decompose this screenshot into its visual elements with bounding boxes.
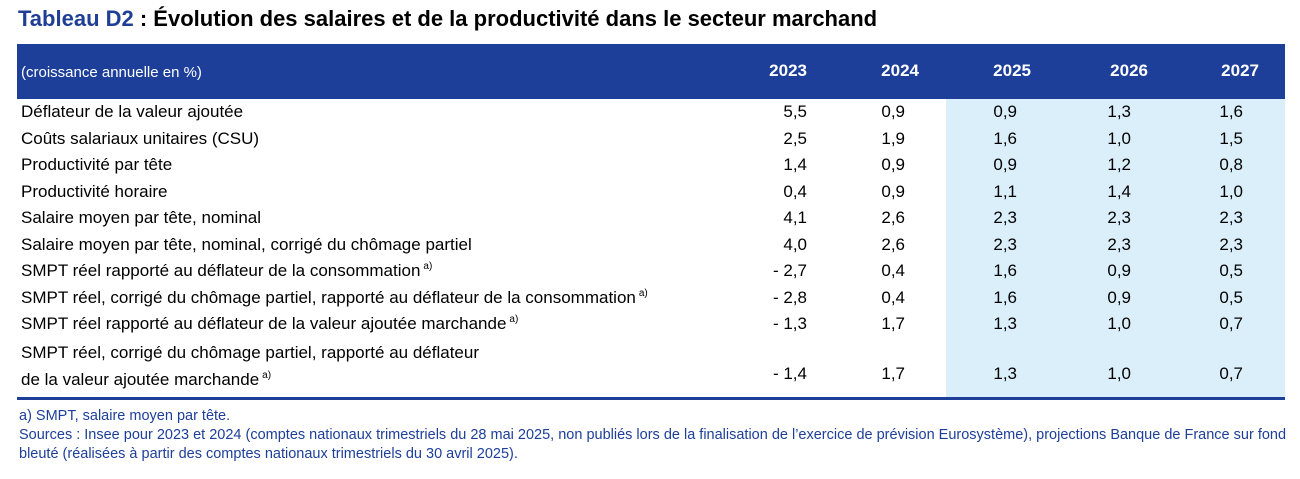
cell-2024: 1,9 bbox=[881, 128, 905, 148]
sources-text: Sources : Insee pour 2023 et 2024 (compt… bbox=[19, 427, 1287, 462]
year-header-2024: 2024 bbox=[881, 61, 919, 80]
cell-2024: 1,7 bbox=[881, 363, 905, 383]
row-label: Productivité horaire bbox=[21, 181, 168, 201]
table-notes: a) SMPT, salaire moyen par tête. Sources… bbox=[19, 407, 1289, 464]
table-header: (croissance annuelle en %) 2023 2024 202… bbox=[17, 44, 1285, 99]
cell-2026: 1,0 bbox=[1107, 314, 1131, 333]
table-row: Productivité par tête 1,4 0,9 0,9 1,2 0,… bbox=[17, 152, 1285, 179]
cell-2027: 0,7 bbox=[1219, 363, 1243, 383]
cell-2023: 0,4 bbox=[783, 181, 807, 201]
table-row: SMPT réel rapporté au déflateur de la va… bbox=[17, 311, 1285, 338]
cell-2025: 2,3 bbox=[993, 234, 1017, 254]
unit-label: (croissance annuelle en %) bbox=[21, 64, 202, 81]
year-header-2026: 2026 bbox=[1110, 61, 1148, 80]
cell-2025: 1,3 bbox=[993, 363, 1017, 383]
table-body: Déflateur de la valeur ajoutée 5,5 0,9 0… bbox=[17, 99, 1285, 397]
table-row: Salaire moyen par tête, nominal, corrigé… bbox=[17, 232, 1285, 259]
cell-2023: 4,1 bbox=[783, 208, 807, 227]
cell-2024: 1,7 bbox=[881, 314, 905, 333]
cell-2026: 1,0 bbox=[1107, 363, 1131, 383]
cell-2025: 1,6 bbox=[993, 128, 1017, 148]
row-label: Déflateur de la valeur ajoutée bbox=[21, 102, 244, 121]
cell-2023: - 2,8 bbox=[772, 287, 807, 307]
cell-2023: 5,5 bbox=[783, 102, 807, 121]
cell-2023: 4,0 bbox=[783, 234, 807, 254]
cell-2027: 1,5 bbox=[1219, 128, 1243, 148]
cell-2024: 0,9 bbox=[881, 102, 905, 121]
cell-2026: 1,3 bbox=[1107, 102, 1131, 121]
table-row: Salaire moyen par tête, nominal 4,1 2,6 … bbox=[17, 205, 1285, 232]
cell-2025: 1,3 bbox=[993, 314, 1017, 333]
row-label: Salaire moyen par tête, nominal, corrigé… bbox=[21, 234, 472, 254]
year-header-2025: 2025 bbox=[993, 61, 1031, 80]
row-label: Salaire moyen par tête, nominal bbox=[21, 208, 262, 227]
cell-2024: 0,9 bbox=[881, 155, 905, 174]
cell-2025: 1,6 bbox=[993, 261, 1017, 280]
footnote-marker: a) bbox=[638, 287, 648, 299]
row-label: SMPT réel, corrigé du chômage partiel, r… bbox=[21, 342, 479, 389]
row-label: Productivité par tête bbox=[21, 155, 173, 174]
cell-2023: - 2,7 bbox=[772, 261, 807, 280]
table-row: SMPT réel, corrigé du chômage partiel, r… bbox=[17, 285, 1285, 312]
cell-2027: 2,3 bbox=[1219, 234, 1243, 254]
cell-2027: 2,3 bbox=[1219, 208, 1243, 227]
row-label: SMPT réel rapporté au déflateur de la va… bbox=[21, 314, 519, 333]
table-row: SMPT réel, corrigé du chômage partiel, r… bbox=[17, 338, 1285, 393]
cell-2026: 2,3 bbox=[1107, 208, 1131, 227]
cell-2025: 1,1 bbox=[993, 181, 1017, 201]
cell-2027: 0,7 bbox=[1219, 314, 1243, 333]
year-header-2023: 2023 bbox=[769, 61, 807, 80]
cell-2026: 2,3 bbox=[1107, 234, 1131, 254]
cell-2026: 0,9 bbox=[1107, 287, 1131, 307]
footnote-marker: a) bbox=[262, 369, 272, 381]
cell-2027: 1,6 bbox=[1219, 102, 1243, 121]
footnote-text: a) SMPT, salaire moyen par tête. bbox=[19, 408, 231, 424]
table-code: Tableau D2 bbox=[18, 6, 134, 31]
cell-2023: 2,5 bbox=[783, 128, 807, 148]
cell-2023: 1,4 bbox=[783, 155, 807, 174]
cell-2027: 0,8 bbox=[1219, 155, 1243, 174]
cell-2024: 0,9 bbox=[881, 181, 905, 201]
cell-2024: 0,4 bbox=[881, 287, 905, 307]
row-label: SMPT réel, corrigé du chômage partiel, r… bbox=[21, 287, 648, 307]
table-title: Tableau D2 : Évolution des salaires et d… bbox=[18, 6, 877, 32]
cell-2025: 1,6 bbox=[993, 287, 1017, 307]
table-row: Déflateur de la valeur ajoutée 5,5 0,9 0… bbox=[17, 99, 1285, 126]
footnote-marker: a) bbox=[509, 314, 519, 325]
cell-2023: - 1,4 bbox=[772, 363, 807, 383]
cell-2024: 2,6 bbox=[881, 234, 905, 254]
cell-2024: 2,6 bbox=[881, 208, 905, 227]
cell-2025: 0,9 bbox=[993, 102, 1017, 121]
cell-2024: 0,4 bbox=[881, 261, 905, 280]
cell-2026: 1,4 bbox=[1107, 181, 1131, 201]
year-header-2027: 2027 bbox=[1221, 61, 1259, 80]
cell-2027: 1,0 bbox=[1219, 181, 1243, 201]
cell-2023: - 1,3 bbox=[772, 314, 807, 333]
table-row: Productivité horaire 0,4 0,9 1,1 1,4 1,0 bbox=[17, 179, 1285, 206]
row-label: Coûts salariaux unitaires (CSU) bbox=[21, 128, 260, 148]
cell-2026: 1,0 bbox=[1107, 128, 1131, 148]
table-row: SMPT réel rapporté au déflateur de la co… bbox=[17, 258, 1285, 285]
data-table: (croissance annuelle en %) 2023 2024 202… bbox=[17, 44, 1285, 397]
cell-2025: 0,9 bbox=[993, 155, 1017, 174]
table-title-text: : Évolution des salaires et de la produc… bbox=[133, 6, 878, 31]
cell-2027: 0,5 bbox=[1219, 261, 1243, 280]
row-label: SMPT réel rapporté au déflateur de la co… bbox=[21, 261, 433, 280]
table-bottom-rule bbox=[17, 397, 1285, 400]
cell-2026: 0,9 bbox=[1107, 261, 1131, 280]
projection-shading bbox=[946, 99, 1285, 397]
footnote-marker: a) bbox=[423, 261, 433, 272]
cell-2026: 1,2 bbox=[1107, 155, 1131, 174]
table-row: Coûts salariaux unitaires (CSU) 2,5 1,9 … bbox=[17, 126, 1285, 153]
cell-2025: 2,3 bbox=[993, 208, 1017, 227]
cell-2027: 0,5 bbox=[1219, 287, 1243, 307]
